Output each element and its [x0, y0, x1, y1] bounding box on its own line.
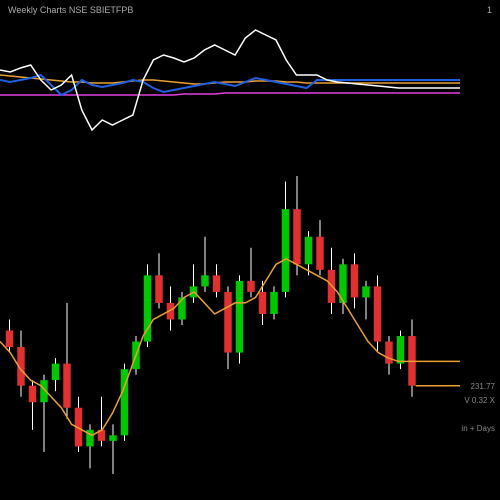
chart-header: Weekly Charts NSE SBIETFPB 1 [0, 5, 500, 15]
indicator-panel [0, 20, 460, 140]
indicator-chart [0, 20, 460, 140]
volume-label: V 0.32 X [461, 394, 495, 408]
last-price-label: 231.77 [461, 380, 495, 394]
price-labels: 231.77 V 0.32 X in + Days [461, 380, 495, 436]
symbol-label: Weekly Charts NSE SBIETFPB [8, 5, 133, 15]
candlestick-chart [0, 165, 460, 485]
interval-label: 1 [487, 5, 492, 15]
interval-text-label: in + Days [461, 422, 495, 436]
candle-panel [0, 165, 460, 485]
